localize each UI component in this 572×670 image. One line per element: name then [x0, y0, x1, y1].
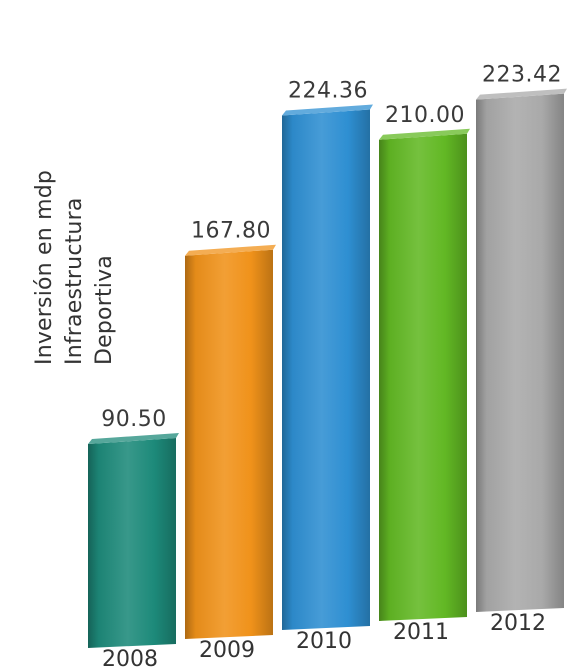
value-label-2009: 167.80: [191, 219, 271, 244]
bar-2009: [185, 244, 276, 640]
bar-2010: [282, 104, 373, 630]
value-label-2012: 223.42: [482, 63, 562, 88]
bar-face-2008: [88, 438, 176, 648]
bar-top-2010: [282, 104, 373, 116]
value-label-2010: 224.36: [288, 78, 368, 103]
bar-2008: [88, 433, 179, 648]
bar-2011: [379, 128, 470, 622]
category-label-2009: 2009: [199, 638, 255, 663]
bar-face-2010: [282, 109, 370, 630]
category-label-2011: 2011: [393, 620, 449, 645]
category-label-2012: 2012: [490, 611, 546, 636]
bar-face-2012: [476, 93, 564, 613]
bar-face-2009: [185, 249, 273, 640]
bar-face-2011: [379, 133, 467, 622]
bar-top-2012: [476, 88, 567, 100]
category-label-2008: 2008: [102, 647, 158, 670]
value-label-2011: 210.00: [385, 103, 465, 128]
bar-top-2008: [88, 433, 179, 445]
category-label-2010: 2010: [296, 629, 352, 654]
value-label-2008: 90.50: [101, 407, 166, 432]
bar-top-2011: [379, 128, 470, 140]
bar-2012: [476, 88, 567, 613]
bar-top-2009: [185, 244, 276, 256]
